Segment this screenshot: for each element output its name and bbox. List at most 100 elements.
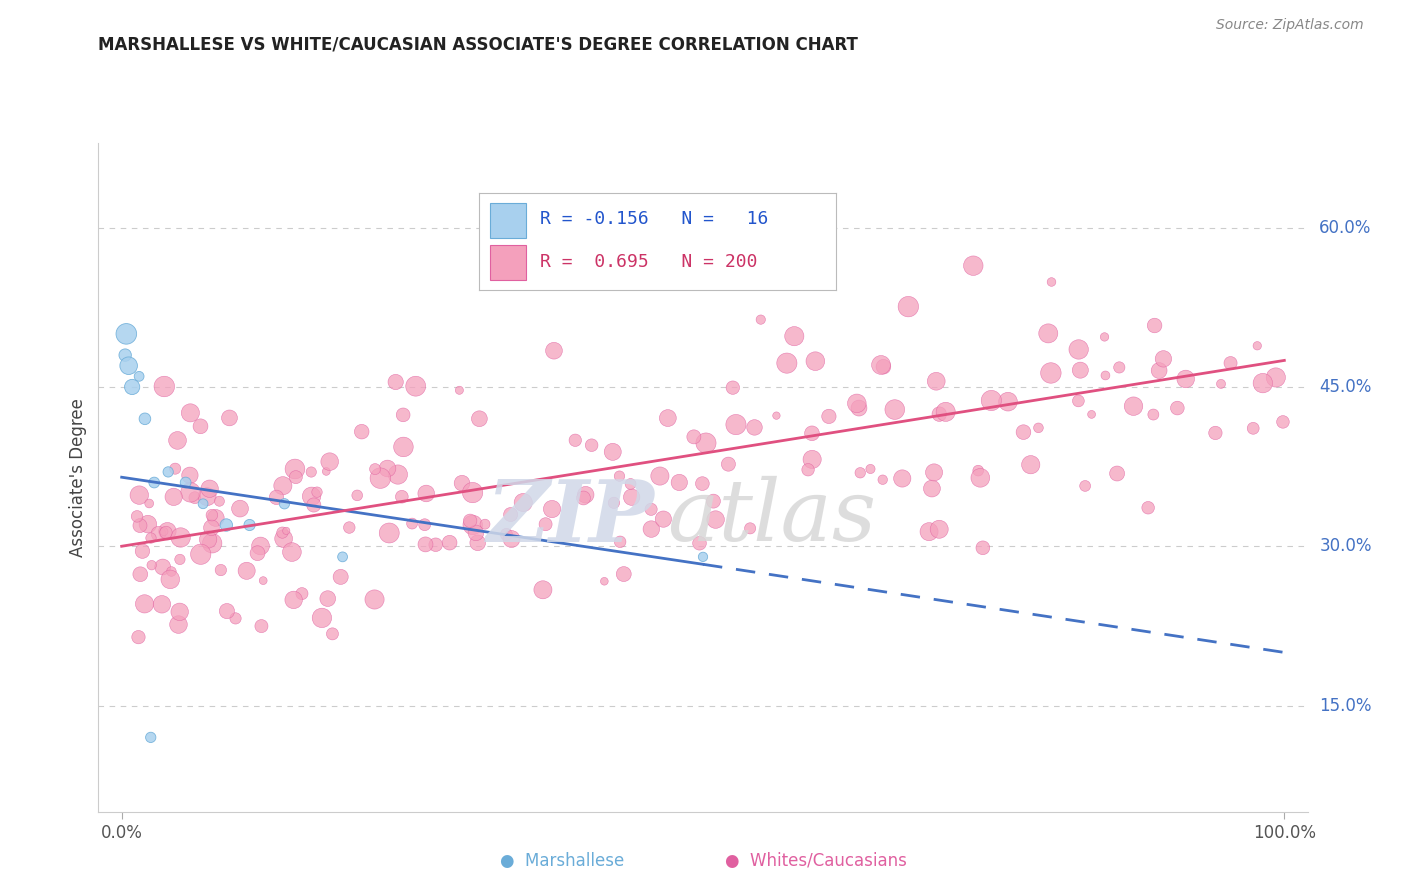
Point <box>972 541 994 555</box>
Point <box>131 544 153 558</box>
Point <box>801 426 824 441</box>
Point <box>918 524 941 539</box>
Point <box>329 570 352 584</box>
Point <box>179 485 201 500</box>
Bar <box>491 245 526 280</box>
Point <box>190 419 212 434</box>
Point <box>316 591 339 606</box>
Point <box>191 497 214 511</box>
Point <box>332 549 354 564</box>
Point <box>1142 408 1164 422</box>
Point <box>392 408 415 422</box>
Point <box>229 501 252 516</box>
Point <box>271 525 294 540</box>
Point <box>531 582 554 597</box>
Point <box>174 475 197 490</box>
Point <box>609 469 631 483</box>
Point <box>692 549 714 564</box>
Point <box>218 411 240 425</box>
Point <box>305 485 328 500</box>
Text: 60.0%: 60.0% <box>1319 219 1372 236</box>
Point <box>364 462 387 476</box>
Point <box>215 518 238 533</box>
Point <box>152 560 174 574</box>
Point <box>1152 351 1174 366</box>
Point <box>197 533 219 547</box>
Point <box>159 573 181 587</box>
Point <box>1271 415 1294 429</box>
Point <box>302 498 325 512</box>
Point <box>603 496 626 510</box>
Point <box>1143 318 1166 333</box>
Point <box>534 517 557 532</box>
Point <box>284 470 307 484</box>
Point <box>609 534 631 549</box>
Point <box>271 479 294 493</box>
Point <box>704 512 727 526</box>
Point <box>425 538 447 552</box>
Point <box>415 537 437 551</box>
Point <box>281 545 304 559</box>
Point <box>776 356 799 370</box>
Point <box>702 494 724 508</box>
Point <box>1108 360 1130 375</box>
Point <box>883 402 905 417</box>
Point <box>652 512 675 526</box>
Point <box>157 465 180 479</box>
Point <box>468 411 491 425</box>
Point <box>121 380 143 394</box>
Point <box>451 476 474 491</box>
Point <box>315 465 337 479</box>
Point <box>962 259 984 273</box>
Point <box>252 574 274 588</box>
Point <box>377 461 399 475</box>
Point <box>1012 425 1035 439</box>
Point <box>870 358 893 372</box>
Point <box>689 536 711 550</box>
Point <box>179 468 201 483</box>
Point <box>204 511 226 525</box>
Point <box>139 731 162 745</box>
Point <box>129 518 152 533</box>
Point <box>273 497 295 511</box>
Point <box>337 520 360 534</box>
Point <box>179 406 201 420</box>
Point <box>167 617 190 632</box>
Point <box>872 473 894 487</box>
Point <box>1137 500 1160 515</box>
Text: R =  0.695   N = 200: R = 0.695 N = 200 <box>540 252 758 271</box>
Point <box>1122 399 1144 413</box>
Point <box>997 394 1019 409</box>
Point <box>143 475 166 490</box>
Point <box>1107 467 1129 481</box>
Point <box>301 489 323 503</box>
Point <box>391 490 413 504</box>
Point <box>250 619 273 633</box>
Point <box>848 401 870 415</box>
Point <box>724 417 747 432</box>
Point <box>401 516 423 531</box>
Point <box>134 412 156 426</box>
Y-axis label: Associate's Degree: Associate's Degree <box>69 398 87 557</box>
Point <box>235 564 257 578</box>
Point <box>657 411 679 425</box>
Point <box>284 462 307 476</box>
Point <box>266 491 288 505</box>
Point <box>299 465 322 479</box>
Point <box>1246 339 1268 353</box>
Point <box>276 524 298 538</box>
Point <box>163 490 186 504</box>
Point <box>209 563 232 577</box>
Point <box>512 495 534 509</box>
Point <box>392 440 415 454</box>
Point <box>384 375 406 389</box>
Point <box>153 379 176 393</box>
Point <box>350 425 373 439</box>
Point <box>1039 366 1062 380</box>
Point <box>195 490 218 504</box>
Point <box>1067 393 1090 408</box>
Point <box>114 348 136 362</box>
Point <box>969 471 991 485</box>
Point <box>467 536 489 550</box>
Text: ●  Whites/Caucasians: ● Whites/Caucasians <box>724 852 907 870</box>
